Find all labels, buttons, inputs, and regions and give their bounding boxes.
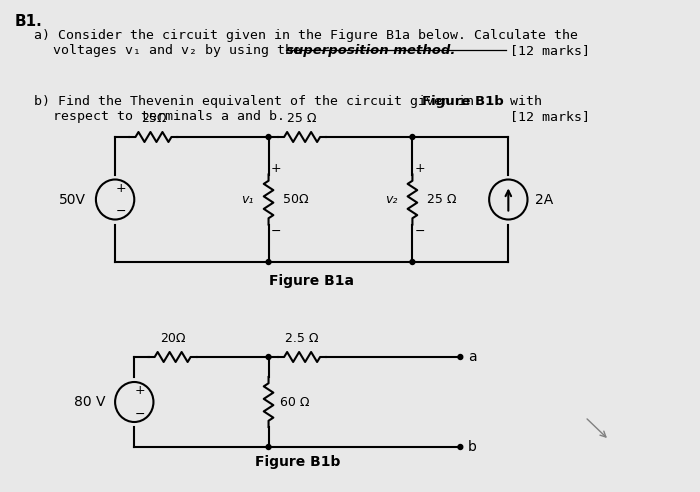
Text: b) Find the Thevenin equivalent of the circuit given in: b) Find the Thevenin equivalent of the c… [34, 95, 482, 108]
Text: Figure B1a: Figure B1a [270, 274, 354, 288]
Text: +: + [271, 162, 281, 175]
Text: with: with [510, 95, 542, 108]
Text: +: + [134, 385, 146, 398]
Text: 25Ω: 25Ω [141, 112, 166, 125]
Text: 80 V: 80 V [74, 395, 106, 409]
Circle shape [266, 134, 271, 140]
Text: superposition method.: superposition method. [286, 44, 455, 57]
Text: +: + [415, 162, 426, 175]
Text: −: − [271, 225, 281, 238]
Circle shape [266, 355, 271, 360]
Text: b: b [468, 440, 477, 454]
Text: B1.: B1. [15, 14, 42, 29]
Circle shape [266, 444, 271, 450]
Circle shape [410, 134, 415, 140]
Circle shape [410, 259, 415, 265]
Text: −: − [135, 407, 146, 421]
Text: v₂: v₂ [385, 193, 398, 206]
Text: voltages v₁ and v₂ by using the: voltages v₁ and v₂ by using the [52, 44, 301, 57]
Text: 2A: 2A [536, 192, 554, 207]
Circle shape [458, 355, 463, 360]
Text: 50V: 50V [60, 192, 86, 207]
Text: v₁: v₁ [241, 193, 253, 206]
Text: [12 marks]: [12 marks] [510, 110, 590, 123]
Text: Figure B1b: Figure B1b [255, 455, 340, 469]
Text: +: + [116, 182, 126, 195]
Text: −: − [116, 205, 126, 218]
Text: [12 marks]: [12 marks] [510, 44, 590, 57]
Text: 2.5 Ω: 2.5 Ω [286, 332, 319, 345]
Text: 25 Ω: 25 Ω [427, 193, 456, 206]
Text: a) Consider the circuit given in the Figure B1a below. Calculate the: a) Consider the circuit given in the Fig… [34, 29, 578, 42]
Text: 50Ω: 50Ω [283, 193, 309, 206]
Text: 60 Ω: 60 Ω [280, 396, 309, 408]
Text: 25 Ω: 25 Ω [288, 112, 317, 125]
Text: a: a [468, 350, 477, 364]
Text: Figure B1b: Figure B1b [422, 95, 504, 108]
Circle shape [458, 444, 463, 450]
Text: −: − [415, 225, 426, 238]
Text: 20Ω: 20Ω [160, 332, 186, 345]
Text: respect to terminals a and b.: respect to terminals a and b. [52, 110, 285, 123]
Circle shape [266, 259, 271, 265]
